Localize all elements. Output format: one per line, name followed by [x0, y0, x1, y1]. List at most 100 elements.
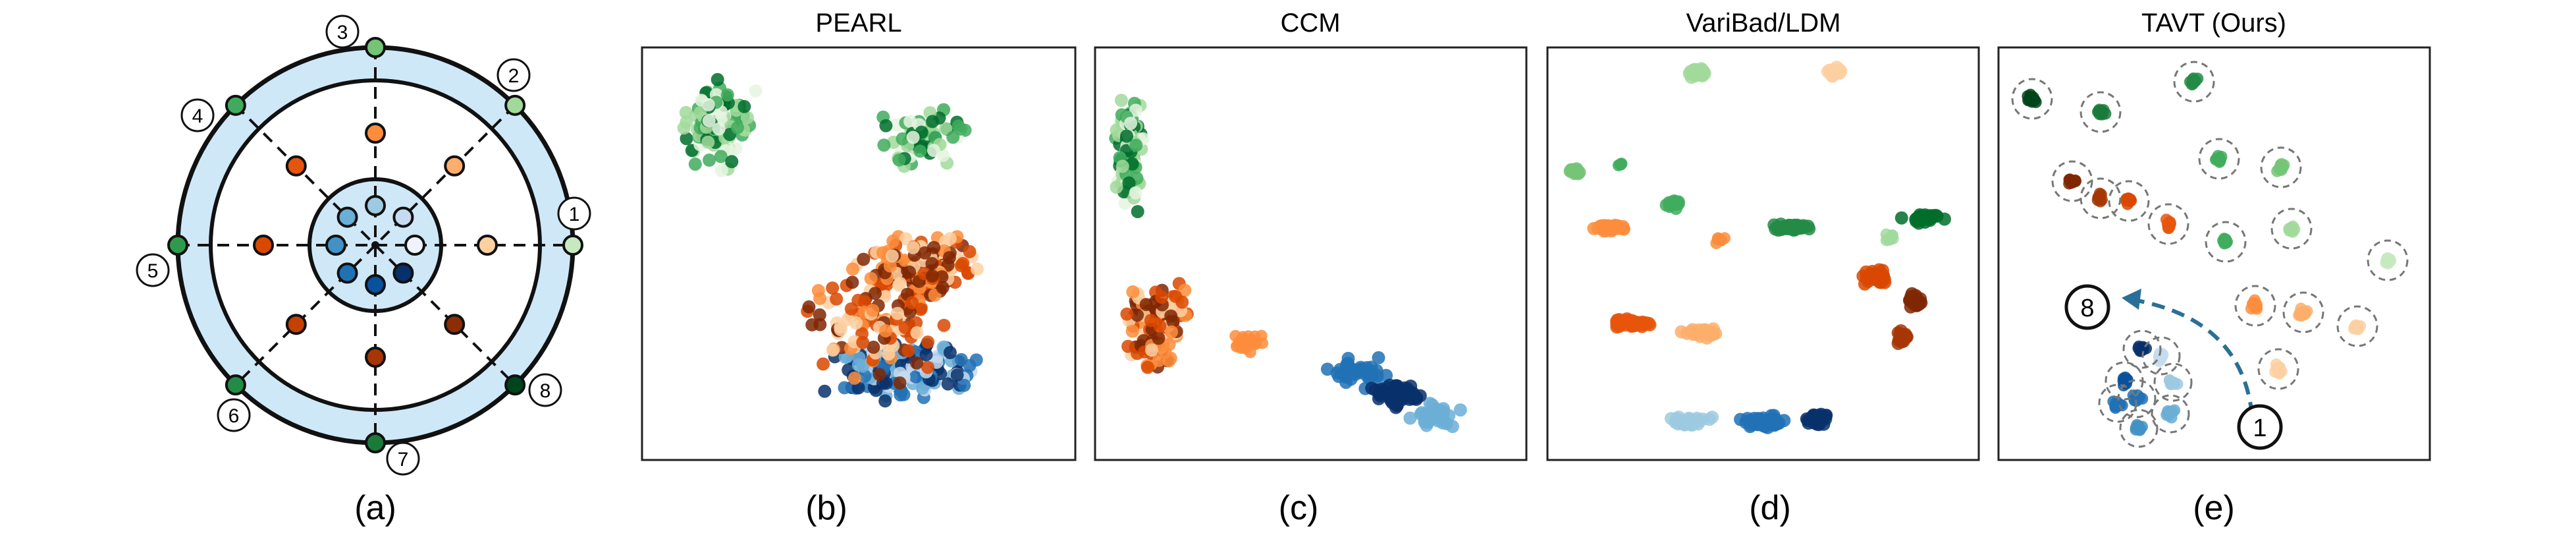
scatter-point [2218, 237, 2230, 248]
scatter-point [2120, 193, 2133, 205]
ring-number-label: 8 [540, 380, 551, 402]
ring-number-label: 6 [228, 405, 240, 427]
scatter-point [1862, 275, 1875, 288]
scatter-point [1404, 380, 1418, 393]
plot-frame [1094, 46, 1528, 461]
scatter-points [2022, 72, 2396, 436]
scatter-point [2171, 378, 2184, 390]
cluster-halo [2153, 362, 2193, 402]
scatter-point [1115, 159, 1129, 173]
outer-task-dot [562, 235, 583, 256]
outer-task-dot [225, 374, 246, 396]
scatter-point [2165, 411, 2178, 424]
center-dot [371, 241, 379, 249]
end-marker-circle [2064, 284, 2110, 330]
middle-task-dot [444, 314, 466, 335]
scatter-point [1131, 205, 1144, 219]
scatter-point [818, 384, 832, 398]
cluster-halo [2098, 384, 2137, 423]
scatter-point [864, 272, 878, 285]
scatter-point [885, 249, 899, 263]
scatter-point [1372, 351, 1385, 364]
scatter-point [1178, 283, 1192, 297]
scatter-point [893, 376, 907, 390]
start-marker-label: 1 [2253, 414, 2267, 442]
scatter-point [857, 252, 871, 266]
scatter-point [725, 155, 739, 169]
scatter-point [1365, 382, 1379, 395]
scatter-point [2132, 393, 2144, 406]
scatter-point [2186, 78, 2198, 91]
scatter-point [838, 381, 851, 395]
scatter-point [738, 100, 751, 113]
scatter-point [894, 388, 907, 402]
scatter-point [906, 130, 920, 144]
outer-ring-number-labels: 1 2 3 4 5 6 7 8 [136, 14, 591, 476]
scatter-point [1122, 176, 1136, 190]
scatter-point [910, 326, 924, 339]
scatter-points [1563, 61, 1951, 434]
inner-task-dot [404, 235, 425, 256]
scatter-point [943, 346, 957, 359]
panel-title: CCM [1280, 9, 1340, 38]
ring-number-circle [496, 58, 531, 92]
scatter-point [892, 278, 906, 292]
scatter-point [1153, 319, 1167, 333]
scatter-point [1114, 94, 1128, 107]
scatter-point [679, 105, 693, 119]
scatter-point [858, 369, 872, 383]
scatter-point [866, 304, 880, 317]
start-marker-circle [2237, 404, 2283, 450]
plot-frame [1997, 46, 2431, 461]
scatter-points [1109, 94, 1467, 434]
ring-number-circle [325, 14, 360, 49]
scatter-point [813, 318, 827, 331]
subfigure-label-e: (e) [2193, 489, 2235, 527]
cluster-halo [2270, 208, 2313, 250]
scatter-point [926, 115, 940, 129]
outer-task-dot [504, 374, 526, 396]
scatter-point [1894, 335, 1908, 349]
scatter-point [1615, 157, 1628, 170]
cluster-halo [2117, 379, 2157, 418]
middle-task-dot [477, 235, 498, 256]
middle-task-dot [365, 347, 386, 368]
scatter-point [946, 130, 960, 144]
scatter-point [1155, 291, 1169, 304]
scatter-point [701, 135, 715, 149]
outer-task-dot [504, 94, 526, 116]
scatter-point [702, 114, 716, 128]
scatter-point [1330, 366, 1344, 380]
scatter-point [1124, 117, 1138, 130]
scatter-point [714, 163, 728, 177]
scatter-point [813, 291, 826, 305]
scatter-point [856, 335, 870, 349]
panel-title: VariBad/LDM [1686, 9, 1841, 38]
scatter-point [1145, 343, 1158, 357]
scatter-point [830, 292, 844, 306]
scatter-point [927, 241, 941, 254]
scatter-point [903, 265, 917, 279]
ring-number-label: 3 [337, 22, 348, 43]
scatter-point [1679, 414, 1693, 428]
scatter-point [1391, 397, 1404, 411]
scatter-point [921, 335, 935, 349]
scatter-point [749, 84, 763, 98]
scatter-point [688, 157, 702, 171]
subfigure-label-b: (b) [805, 489, 847, 527]
cluster-halo [2173, 61, 2215, 103]
scatter-point [1880, 228, 1892, 241]
cluster-halo [2151, 394, 2190, 434]
outer-task-dot [167, 235, 188, 256]
scatter-point [879, 324, 893, 338]
outer-task-dot [225, 94, 246, 116]
scatter-point [898, 253, 912, 267]
scatter-point [1165, 325, 1179, 339]
subfigure-label-a: (a) [354, 489, 396, 527]
scatter-point [680, 132, 693, 146]
panel-pearl: PEARL [641, 9, 1077, 461]
scatter-point [919, 348, 933, 362]
scatter-point [711, 72, 724, 86]
scatter-point [883, 259, 897, 273]
scatter-point [898, 320, 912, 334]
